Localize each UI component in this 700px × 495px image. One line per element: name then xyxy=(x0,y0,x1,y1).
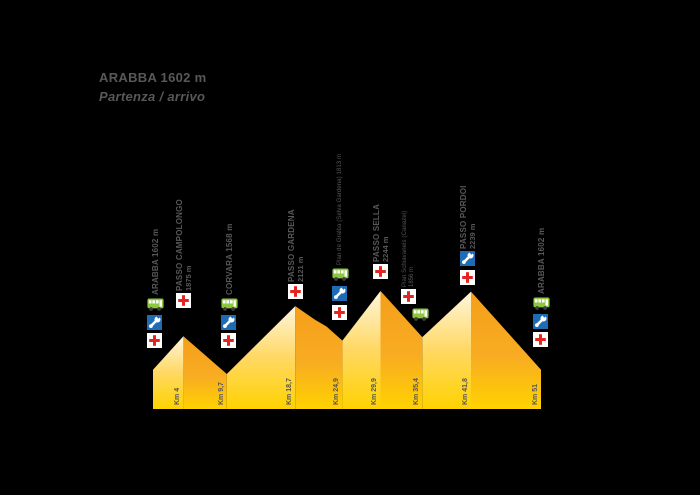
icon-slot-bus xyxy=(533,296,550,316)
station-label-pian-schiavaneis: Pian Schiavaneis (Canazei) 1856 m xyxy=(402,211,416,287)
shuttle-bus-icon xyxy=(147,298,164,311)
station-label-corvara: CORVARA 1568 m xyxy=(225,223,234,295)
icon-slot-cross xyxy=(460,270,475,290)
icon-slot-wrench xyxy=(332,286,347,306)
icon-slot-bus xyxy=(412,307,429,327)
descent-segment xyxy=(471,291,541,409)
medical-cross-icon xyxy=(176,293,191,308)
page-title: ARABBA 1602 m xyxy=(99,70,207,85)
station-label-passo-gardena: PASSO GARDENA 2121 m xyxy=(287,209,305,282)
station-label-arabba-finish: ARABBA 1602 m xyxy=(537,228,546,294)
icon-slot-cross xyxy=(176,293,191,313)
station-name: ARABBA 1602 m xyxy=(536,227,546,294)
climb-segment xyxy=(153,336,184,409)
km-marker: Km 9,7 xyxy=(217,382,225,405)
mechanical-assistance-wrench-icon xyxy=(221,315,236,330)
km-marker: Km 4 xyxy=(174,387,182,405)
shuttle-bus-icon xyxy=(221,298,238,311)
medical-cross-icon xyxy=(221,333,236,348)
station-name: PASSO GARDENA xyxy=(287,209,296,282)
station-elevation: 1875 m xyxy=(184,265,193,291)
title-block: ARABBA 1602 m Partenza / arrivo xyxy=(99,70,206,104)
shuttle-bus-icon xyxy=(332,268,349,281)
medical-cross-icon xyxy=(533,332,548,347)
start-finish-subtitle: Partenza / arrivo xyxy=(99,89,206,104)
medical-cross-icon xyxy=(332,305,347,320)
km-marker: Km 29,9 xyxy=(371,378,379,405)
station-name: PASSO CAMPOLONGO xyxy=(175,199,184,291)
climb-segment xyxy=(342,291,381,409)
climb-segment xyxy=(226,306,296,409)
station-elevation: 2121 m xyxy=(296,256,305,282)
medical-cross-icon xyxy=(288,284,303,299)
km-marker: Km 24,9 xyxy=(333,378,341,405)
icon-slot-bus xyxy=(147,297,164,317)
mechanical-assistance-wrench-icon xyxy=(147,315,162,330)
station-label-passo-sella: PASSO SELLA 2244 m xyxy=(372,204,390,262)
icon-slot-cross xyxy=(221,333,236,353)
station-name: ARABBA 1602 m xyxy=(150,228,160,295)
station-label-passo-pordoi: PASSO PORDOI 2239 m xyxy=(459,185,477,249)
icon-slot-cross xyxy=(332,305,347,325)
station-elevation: 1856 m xyxy=(409,266,415,287)
icon-slot-wrench xyxy=(460,251,475,271)
shuttle-bus-icon xyxy=(533,297,550,310)
km-marker: Km 41,8 xyxy=(462,378,469,405)
station-name: Pian Schiavaneis (Canazei) xyxy=(402,210,408,287)
icon-slot-bus xyxy=(332,267,349,287)
mechanical-assistance-wrench-icon xyxy=(332,286,347,301)
icon-slot-wrench xyxy=(147,315,162,335)
medical-cross-icon xyxy=(460,270,475,285)
descent-segment xyxy=(183,336,227,409)
station-name: PASSO PORDOI xyxy=(459,185,468,249)
descent-segment xyxy=(295,306,343,409)
shuttle-bus-icon xyxy=(412,308,429,321)
medical-cross-icon xyxy=(373,264,388,279)
profile-mountain-shapes xyxy=(153,291,541,409)
mechanical-assistance-wrench-icon xyxy=(533,314,548,329)
station-label-passo-campolongo: PASSO CAMPOLONGO 1875 m xyxy=(175,199,193,291)
mechanical-assistance-wrench-icon xyxy=(460,251,475,266)
station-label-arabba-start: ARABBA 1602 m xyxy=(151,229,160,295)
station-elevation: 2244 m xyxy=(381,236,390,262)
medical-cross-icon xyxy=(401,289,416,304)
station-label-plan-de-gralba: Plan de Gralba (Selva Gardena) 1813 m xyxy=(337,154,344,265)
icon-slot-wrench xyxy=(533,314,548,334)
icon-slot-wrench xyxy=(221,315,236,335)
km-marker: Km 35,4 xyxy=(413,378,421,405)
km-marker: Km 51 xyxy=(532,383,539,405)
icon-slot-cross xyxy=(288,284,303,304)
station-name: Plan de Gralba (Selva Gardena) 1813 m xyxy=(336,153,343,265)
icon-slot-cross xyxy=(147,333,162,353)
station-name: PASSO SELLA xyxy=(372,203,381,262)
km-marker: Km 18,7 xyxy=(286,378,294,405)
icon-slot-cross xyxy=(373,264,388,284)
climb-segment xyxy=(422,291,471,409)
medical-cross-icon xyxy=(147,333,162,348)
icon-slot-cross xyxy=(401,289,416,309)
station-elevation: 2239 m xyxy=(468,223,477,249)
station-name: CORVARA 1568 m xyxy=(224,223,234,295)
descent-segment xyxy=(380,291,423,409)
icon-slot-bus xyxy=(221,297,238,317)
icon-slot-cross xyxy=(533,332,548,352)
